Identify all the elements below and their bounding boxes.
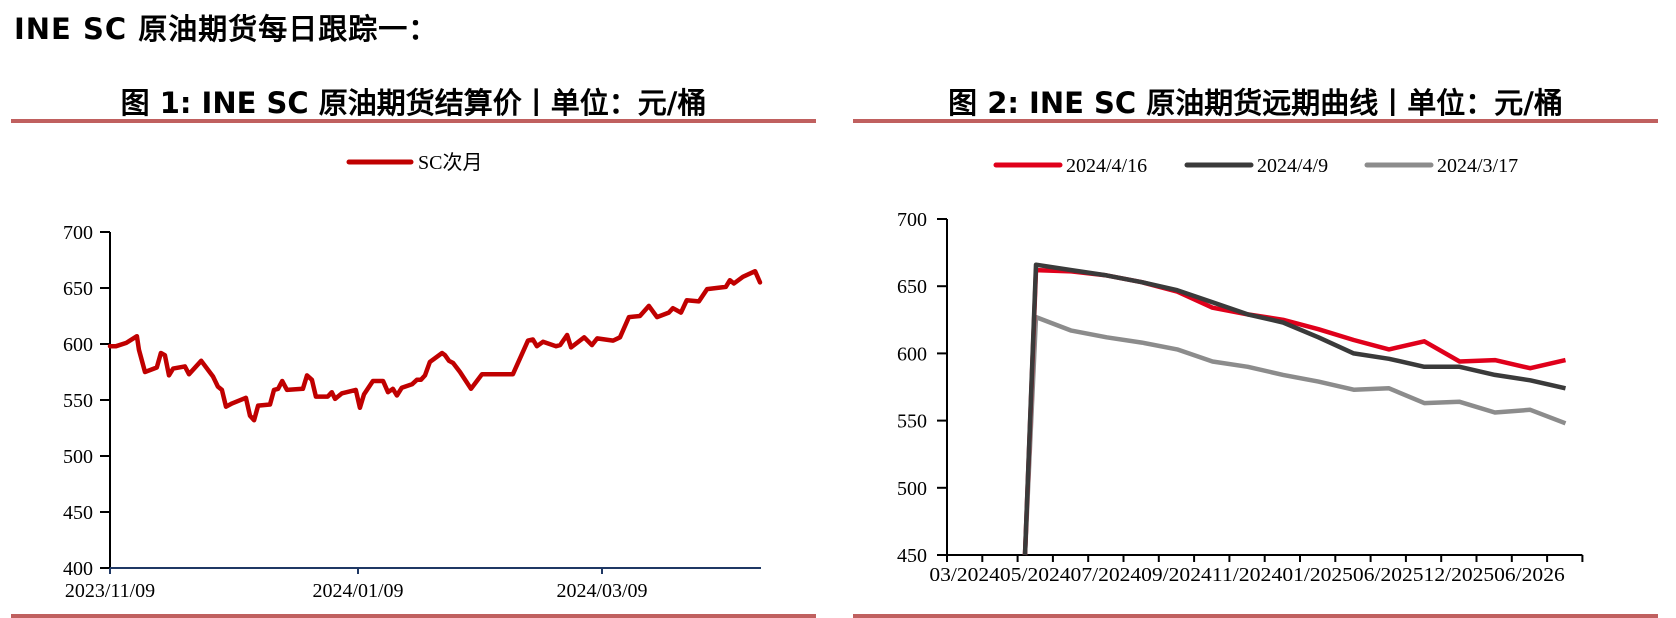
y-tick-label: 450	[897, 545, 927, 567]
y-tick-label: 600	[63, 334, 93, 356]
series-line-sc	[107, 268, 763, 423]
x-tick-label: 06/2025	[1353, 564, 1424, 586]
figure-2-bottom-rule	[853, 614, 1658, 618]
figure-1-bottom-rule	[11, 614, 816, 618]
legend-label-2: 2024/3/17	[1437, 155, 1518, 177]
figure-2-title-rule	[853, 119, 1658, 123]
legend-label-1: 2024/4/9	[1257, 155, 1328, 177]
x-tick-label: 2024/03/09	[556, 580, 647, 602]
y-tick-label: 600	[897, 343, 927, 365]
settlement-price-chart: SC次月 400 450 500 550 600 650 700 2023/11/09 2024/…	[63, 151, 763, 602]
series-line-2	[1022, 314, 1567, 556]
y-tick-label: 550	[63, 390, 93, 412]
figure-1-title: 图 1: INE SC 原油期货结算价丨单位：元/桶	[120, 86, 707, 120]
y-tick-label: 700	[897, 209, 927, 231]
y-tick-label: 700	[63, 222, 93, 244]
y-tick-label: 450	[63, 502, 93, 524]
y-tick-label: 650	[63, 278, 93, 300]
x-tick-label: 06/2026	[1494, 564, 1565, 586]
x-tick-label: 07/2024	[1071, 564, 1142, 586]
x-tick-label: 12/2025	[1424, 564, 1495, 586]
series-line-0	[1022, 267, 1567, 556]
x-tick-label: 05/2024	[1000, 564, 1071, 586]
x-tick-label: 2024/01/09	[312, 580, 403, 602]
page-title: INE SC 原油期货每日跟踪一：	[14, 12, 439, 46]
figure-1-title-rule	[11, 119, 816, 123]
legend-label-sc: SC次月	[418, 151, 482, 174]
legend-label-0: 2024/4/16	[1066, 155, 1147, 177]
x-tick-label: 03/2024	[929, 564, 1000, 586]
x-tick-label: 2023/11/09	[65, 580, 155, 602]
series-line-1	[1022, 262, 1566, 556]
y-tick-label: 500	[63, 446, 93, 468]
y-tick-label: 400	[63, 558, 93, 580]
x-tick-label: 09/2024	[1141, 564, 1212, 586]
y-tick-label: 500	[897, 478, 927, 500]
figure-2-title: 图 2: INE SC 原油期货远期曲线丨单位：元/桶	[948, 86, 1563, 120]
x-tick-label: 01/2025	[1282, 564, 1353, 586]
x-tick-label: 11/2024	[1212, 564, 1283, 586]
y-tick-label: 550	[897, 411, 927, 433]
y-tick-label: 650	[897, 276, 927, 298]
